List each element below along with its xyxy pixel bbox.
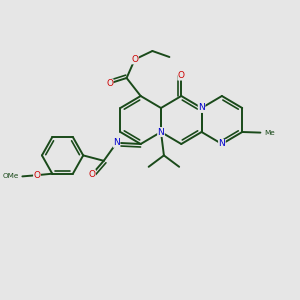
Text: O: O bbox=[178, 71, 185, 80]
Text: N: N bbox=[198, 103, 205, 112]
Text: O: O bbox=[88, 170, 95, 179]
Text: O: O bbox=[34, 171, 40, 180]
Text: Me: Me bbox=[264, 130, 275, 136]
Text: N: N bbox=[113, 138, 120, 147]
Text: OMe: OMe bbox=[2, 173, 19, 179]
Text: N: N bbox=[158, 128, 164, 136]
Text: O: O bbox=[106, 79, 113, 88]
Text: N: N bbox=[218, 140, 225, 148]
Text: O: O bbox=[131, 55, 138, 64]
